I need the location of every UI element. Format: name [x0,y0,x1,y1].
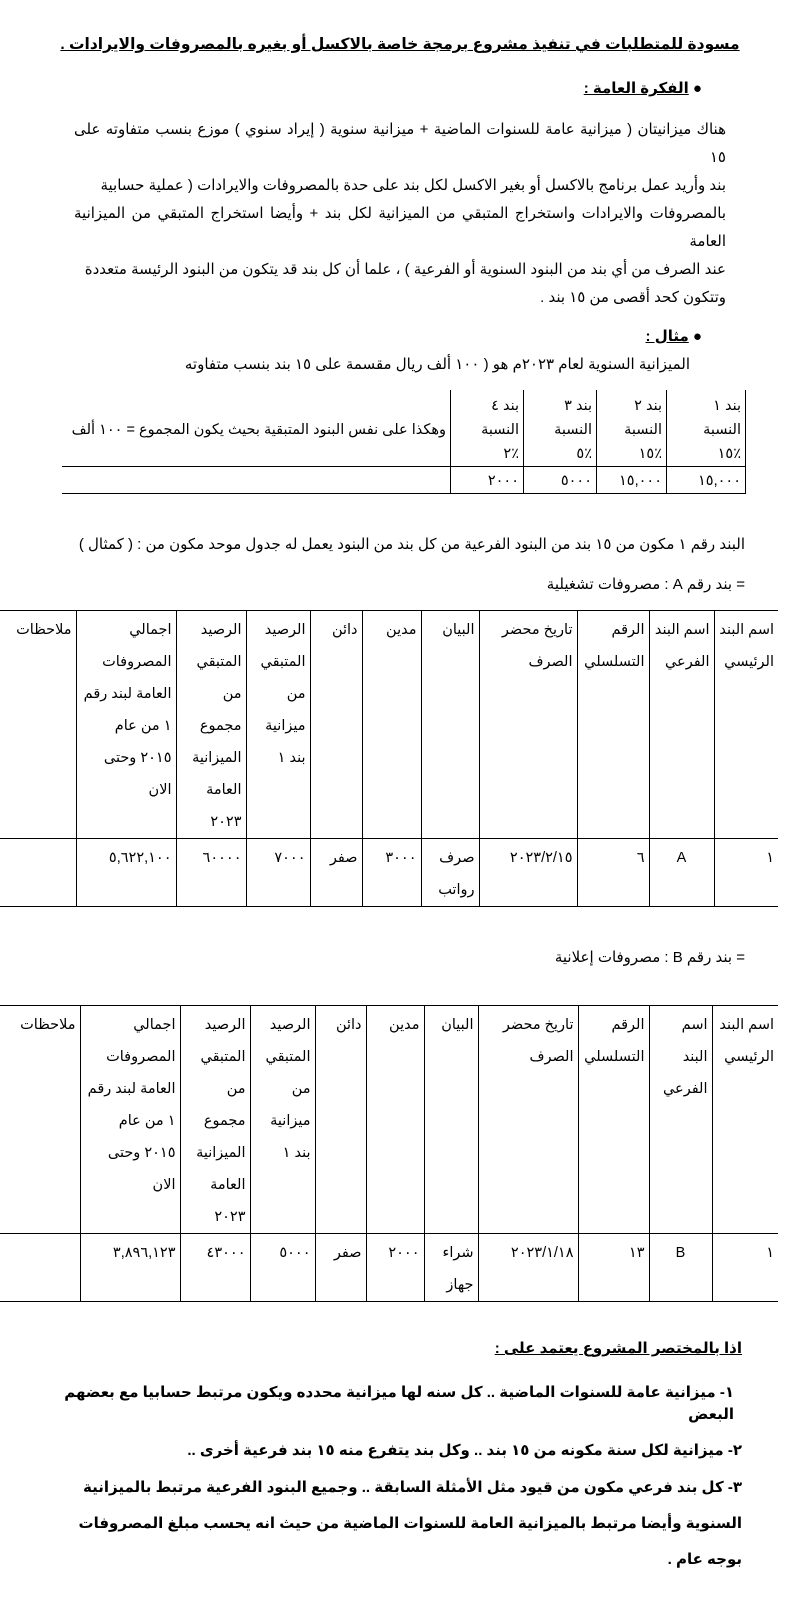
table-cell: ٣٠٠٠ [361,838,422,907]
column-header: الرقم التسلسلي [577,1005,650,1234]
column-header: اسم البند الفرعي [648,610,715,839]
amount-cell: ١٥,٠٠٠ [666,466,746,494]
column-header: تاريخ محضر الصرف [477,1005,579,1234]
table-cell: شراء جهاز [423,1233,479,1302]
table-cell: A [648,838,715,907]
column-header: اسم البند الرئيسي [711,1005,778,1234]
table-cell: صرف رواتب [420,838,480,907]
bullet-icon: ● [688,328,702,345]
column-header: الرقم التسلسلي [576,610,650,839]
table-cell: ٤٣٠٠٠ [179,1233,251,1302]
table-b-caption: = بند رقم B : مصروفات إعلانية [554,949,745,966]
table-a-caption: = بند رقم A : مصروفات تشغيلية [546,576,745,593]
table-b: اسم البند الرئيسي اسم البند الفرعي الرقم… [0,1005,778,1302]
column-header: مدين [365,1005,425,1234]
column-header: الرصيد المتبقي من ميزانية بند ١ [245,610,311,839]
table-row: ١ B ١٣ ٢٠٢٣/١/١٨ شراء جهاز ٢٠٠٠ صفر ٥٠٠٠… [0,1233,778,1302]
table-cell: ٦٠٠٠٠ [175,838,247,907]
table-cell: ٢٠٢٣/٢/١٥ [478,838,578,907]
column-header: مدين [361,610,422,839]
column-header: الرصيد المتبقي من مجموع الميزانية العامة… [179,1005,251,1234]
summary-point: ١- ميزانية عامة للسنوات الماضية .. كل سن… [64,1384,734,1423]
table-cell: ١ [713,838,778,907]
example-intro: الميزانية السنوية لعام ٢٠٢٣م هو ( ١٠٠ أل… [184,356,690,373]
table-cell [0,1233,81,1302]
table-cell: B [648,1233,713,1302]
bullet-icon: ● [688,80,702,97]
general-idea-paragraph: هناك ميزانيتان ( ميزانية عامة للسنوات ال… [74,121,726,306]
table-header-row: اسم البند الرئيسي اسم البند الفرعي الرقم… [0,1005,778,1234]
table-cell: ٧٠٠٠ [245,838,311,907]
column-header: اسم البند الفرعي [648,1005,713,1234]
table-cell: ١ [711,1233,778,1302]
column-header: دائن [314,1005,367,1234]
document-page: مسودة للمتطلبات في تنفيذ مشروع برمجة خاص… [0,34,800,1608]
table-cell: ٢٠٢٣/١/١٨ [477,1233,579,1302]
amount-cell: ٢٠٠٠ [450,466,524,494]
item-cell: بند ٢ النسبة ٪١٥ [596,390,667,467]
item-cell: بند ٣ النسبة ٪٥ [523,390,597,467]
column-header: ملاحظات [0,610,77,839]
table-cell: ٥٠٠٠ [249,1233,316,1302]
column-header: ملاحظات [0,1005,81,1234]
item-cell: بند ١ النسبة ٪١٥ [666,390,746,467]
summary-point: ٣- كل بند فرعي مكون من قيود مثل الأمثلة … [78,1479,742,1568]
column-header: البيان [423,1005,479,1234]
summary-heading: اذا بالمختصر المشروع يعتمد على : [494,1340,742,1357]
column-header: البيان [420,610,480,839]
table-cell: ٣,٨٩٦,١٢٣ [79,1233,181,1302]
general-idea-heading: ● الفكرة العامة : [583,80,702,97]
column-header: الرصيد المتبقي من ميزانية بند ١ [249,1005,316,1234]
amount-cell: ١٥,٠٠٠ [596,466,667,494]
note-cell: وهكذا على نفس البنود المتبقية بحيث يكون … [62,390,451,467]
table-cell: ٦ [576,838,650,907]
column-header: تاريخ محضر الصرف [478,610,578,839]
table-a: اسم البند الرئيسي اسم البند الفرعي الرقم… [0,610,778,907]
item1-intro: البند رقم ١ مكون من ١٥ بند من البنود الف… [78,536,745,553]
column-header: دائن [309,610,363,839]
column-header: الرصيد المتبقي من مجموع الميزانية العامة… [175,610,247,839]
table-cell: صفر [309,838,363,907]
table-cell [0,838,77,907]
column-header: اسم البند الرئيسي [713,610,778,839]
document-title: مسودة للمتطلبات في تنفيذ مشروع برمجة خاص… [60,36,740,53]
amount-cell: ٥٠٠٠ [523,466,597,494]
example-budget-table: بند ١ النسبة ٪١٥ بند ٢ النسبة ٪١٥ بند ٣ النسب… [62,390,746,494]
table-cell: صفر [314,1233,367,1302]
item-cell: بند ٤ النسبة ٪٢ [450,390,524,467]
column-header: اجمالي المصروفات العامة لبند رقم ١ من عا… [79,1005,181,1234]
example-heading: ● مثال : [645,328,702,345]
table-row: ١ A ٦ ٢٠٢٣/٢/١٥ صرف رواتب ٣٠٠٠ صفر ٧٠٠٠ … [0,838,778,907]
table-cell: ٢٠٠٠ [365,1233,425,1302]
table-header-row: اسم البند الرئيسي اسم البند الفرعي الرقم… [0,610,778,839]
column-header: اجمالي المصروفات العامة لبند رقم ١ من عا… [75,610,177,839]
table-cell: ١٣ [577,1233,650,1302]
table-cell: ٥,٦٢٢,١٠٠ [75,838,177,907]
summary-point: ٢- ميزانية لكل سنة مكونه من ١٥ بند .. وك… [187,1442,742,1459]
